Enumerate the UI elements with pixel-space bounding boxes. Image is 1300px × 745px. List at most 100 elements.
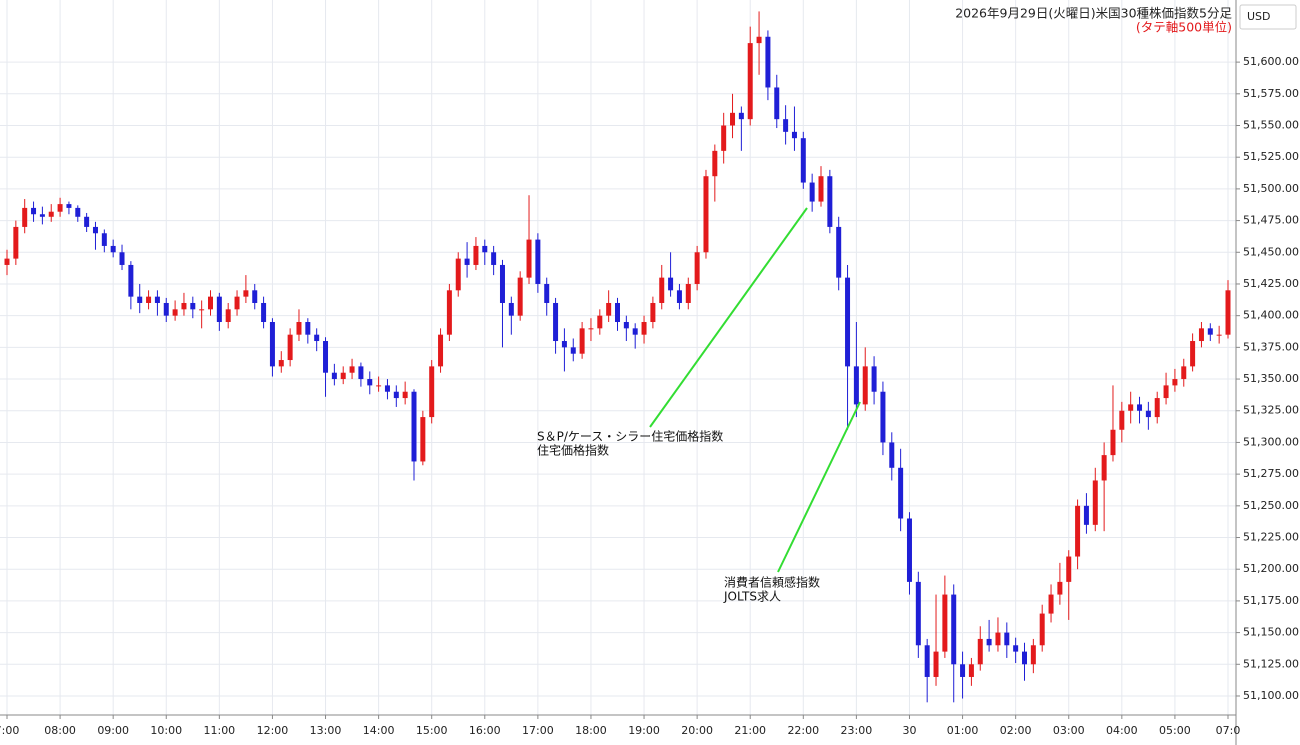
candle-body	[1022, 651, 1027, 665]
currency-label: USD	[1247, 10, 1271, 23]
candle-body	[252, 290, 258, 303]
candle-body	[163, 302, 169, 316]
candle-body	[172, 309, 178, 316]
candle-body	[137, 296, 143, 303]
candle-body	[738, 112, 744, 120]
candle-body	[66, 204, 72, 208]
candle-body	[190, 302, 196, 310]
candle-body	[376, 385, 382, 387]
candle-body	[243, 290, 249, 297]
annotation-text: JOLTS求人	[723, 590, 781, 604]
candle-body	[199, 309, 205, 311]
candle-body	[287, 334, 293, 361]
candle-body	[1083, 505, 1089, 525]
candle-body	[615, 302, 620, 323]
candle-body	[632, 328, 638, 335]
candle-body	[1119, 410, 1125, 430]
y-tick-label: 51,100.00	[1243, 689, 1299, 702]
candle-body	[31, 207, 37, 215]
candle-body	[296, 322, 302, 335]
candle-body	[641, 322, 647, 335]
candle-body	[756, 36, 762, 44]
candle-body	[1172, 379, 1178, 386]
x-tick-label: 07:0	[1216, 724, 1241, 737]
candle-body	[225, 309, 231, 323]
currency-box	[1239, 4, 1297, 30]
candle-body	[1190, 341, 1196, 367]
candle-body	[588, 328, 594, 330]
candle-body	[1075, 505, 1081, 557]
candle-body	[685, 283, 691, 303]
x-tick-label: 09:00	[97, 724, 129, 737]
y-tick-label: 51,200.00	[1243, 562, 1299, 575]
candle-body	[1013, 645, 1019, 652]
candle-body	[968, 664, 974, 677]
candle-body	[1066, 556, 1072, 582]
x-tick-label: 05:00	[1159, 724, 1191, 737]
candle-body	[659, 277, 665, 303]
candle-body	[1137, 404, 1143, 411]
x-tick-label: 03:00	[1053, 724, 1085, 737]
candle-body	[845, 277, 851, 367]
candle-body	[977, 638, 983, 665]
y-tick-label: 51,250.00	[1243, 499, 1299, 512]
candle-body	[606, 302, 612, 316]
candle-body	[314, 334, 320, 342]
candle-body	[75, 207, 81, 217]
candle-body	[384, 385, 390, 392]
x-tick-label: 7:00	[0, 724, 19, 737]
x-tick-label: 11:00	[203, 724, 235, 737]
candle-body	[482, 245, 488, 253]
y-tick-label: 51,475.00	[1243, 214, 1299, 227]
candle-body	[340, 372, 346, 380]
candle-body	[535, 239, 541, 284]
candle-body	[4, 258, 10, 265]
candle-body	[411, 391, 417, 462]
candle-body	[774, 87, 780, 120]
y-tick-label: 51,425.00	[1243, 277, 1299, 290]
candle-body	[898, 467, 904, 519]
candle-body	[800, 138, 806, 183]
candle-body	[101, 233, 107, 246]
candle-body	[597, 315, 603, 329]
candle-body	[915, 581, 921, 646]
candle-body	[986, 638, 992, 646]
candle-body	[358, 366, 364, 380]
candle-body	[402, 391, 408, 399]
candle-body	[836, 226, 842, 278]
candle-body	[668, 277, 674, 291]
candle-body	[234, 296, 240, 310]
candle-body	[48, 211, 54, 217]
candle-body	[146, 296, 152, 303]
candle-body	[676, 290, 682, 303]
x-tick-label: 18:00	[575, 724, 607, 737]
candle-body	[517, 277, 523, 316]
candle-body	[1207, 328, 1213, 335]
x-tick-label: 12:00	[257, 724, 289, 737]
candle-body	[1216, 334, 1222, 336]
y-tick-label: 51,225.00	[1243, 531, 1299, 544]
candle-body	[1163, 385, 1169, 399]
x-tick-label: 13:00	[310, 724, 342, 737]
candle-body	[579, 328, 585, 354]
candle-body	[181, 302, 187, 310]
candle-body	[880, 391, 886, 443]
candle-body	[747, 43, 753, 120]
x-tick-label: 19:00	[628, 724, 660, 737]
candle-body	[455, 258, 461, 291]
candle-body	[420, 417, 426, 462]
candle-body	[694, 252, 700, 284]
candle-body	[544, 283, 550, 303]
candle-body	[1039, 613, 1045, 646]
y-tick-label: 51,525.00	[1243, 150, 1299, 163]
x-tick-label: 22:00	[787, 724, 819, 737]
x-tick-label: 01:00	[947, 724, 979, 737]
candle-body	[553, 302, 559, 342]
candle-body	[393, 391, 399, 399]
candle-body	[561, 341, 567, 348]
candle-body	[367, 379, 373, 386]
candle-body	[154, 296, 160, 303]
annotation-text: 住宅価格指数	[537, 443, 609, 458]
x-tick-label: 15:00	[416, 724, 448, 737]
